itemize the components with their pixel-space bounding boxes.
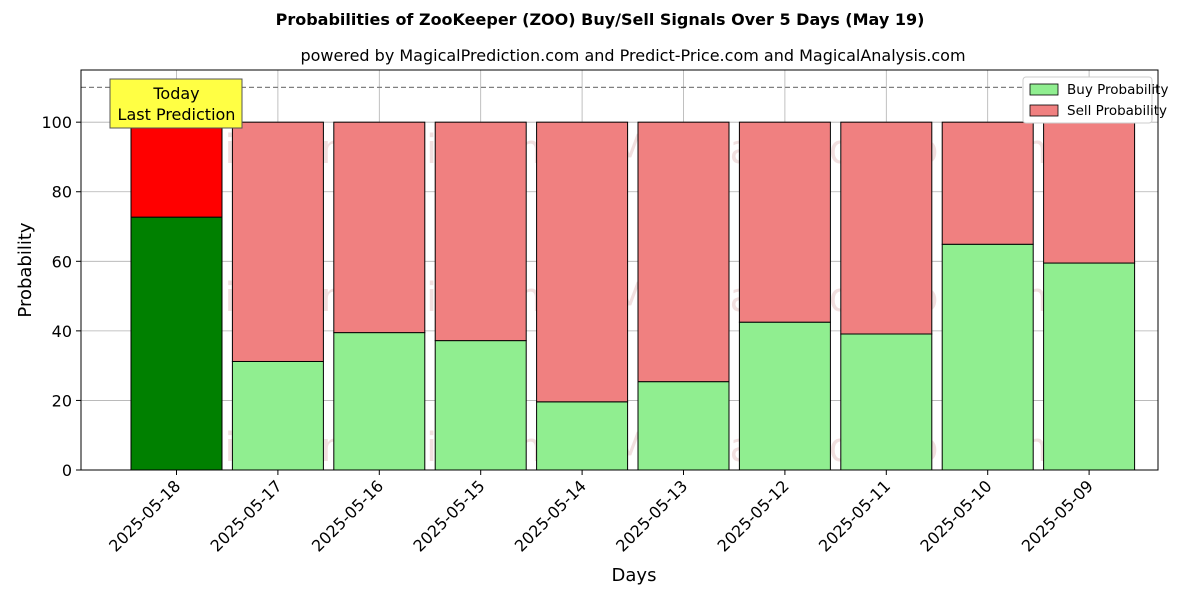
- sell-bar: [840, 121, 933, 335]
- sell-bar: [536, 121, 629, 403]
- x-axis: 2025-05-18 2025-05-17 2025-05-16 2025-05-15…: [105, 470, 1097, 556]
- y-axis-label: Probability: [15, 222, 36, 317]
- bars: [130, 121, 1136, 471]
- buy-bar: [738, 321, 831, 471]
- x-axis-label: Days: [612, 565, 657, 586]
- buy-bar: [1043, 262, 1136, 471]
- x-tick-label: 2025-05-15: [409, 476, 488, 555]
- x-tick-label: 2025-05-11: [815, 476, 894, 555]
- x-tick-label: 2025-05-10: [916, 476, 995, 555]
- sell-bar: [1043, 121, 1136, 264]
- buy-bar: [941, 243, 1034, 471]
- chart-subtitle: powered by MagicalPrediction.com and Pre…: [300, 46, 966, 65]
- y-tick-label: 100: [41, 113, 72, 132]
- y-tick-label: 0: [62, 461, 72, 480]
- x-tick-label: 2025-05-13: [612, 476, 691, 555]
- sell-bar: [637, 121, 730, 383]
- sell-bar: [434, 121, 527, 342]
- buy-bar: [637, 381, 730, 471]
- y-axis: 0 20 40 60 80 100: [41, 113, 81, 480]
- y-tick-label: 60: [52, 252, 72, 271]
- x-tick-label: 2025-05-12: [714, 476, 793, 555]
- annotation-text-line2: Last Prediction: [118, 105, 236, 124]
- y-tick-label: 40: [52, 322, 72, 341]
- buy-bar: [333, 332, 426, 471]
- buy-bar: [130, 216, 223, 471]
- sell-bar: [231, 121, 324, 362]
- buy-bar: [536, 401, 629, 471]
- annotation-box: [109, 78, 243, 129]
- buy-bar: [231, 360, 324, 471]
- legend-label: Buy Probability: [1067, 82, 1168, 98]
- legend: Buy Probability Sell Probability: [1022, 76, 1168, 124]
- x-tick-label: 2025-05-17: [207, 476, 286, 555]
- sell-bar: [130, 121, 223, 218]
- y-tick-label: 20: [52, 391, 72, 410]
- y-tick-label: 80: [52, 183, 72, 202]
- x-tick-label: 2025-05-18: [105, 476, 184, 555]
- buy-bar: [434, 340, 527, 471]
- legend-swatch: [1029, 83, 1059, 96]
- sell-bar: [333, 121, 426, 334]
- chart-title: Probabilities of ZooKeeper (ZOO) Buy/Sel…: [275, 10, 925, 29]
- today-annotation: Today Last Prediction: [109, 78, 243, 129]
- legend-swatch: [1029, 104, 1059, 117]
- legend-label: Sell Probability: [1067, 103, 1167, 119]
- x-tick-label: 2025-05-16: [308, 476, 387, 555]
- sell-bar: [941, 121, 1034, 245]
- annotation-text-line1: Today: [152, 84, 199, 103]
- buy-bar: [840, 333, 933, 471]
- x-tick-label: 2025-05-09: [1018, 476, 1097, 555]
- sell-bar: [738, 121, 831, 323]
- x-tick-label: 2025-05-14: [511, 476, 590, 555]
- plot-frame: [80, 69, 1159, 471]
